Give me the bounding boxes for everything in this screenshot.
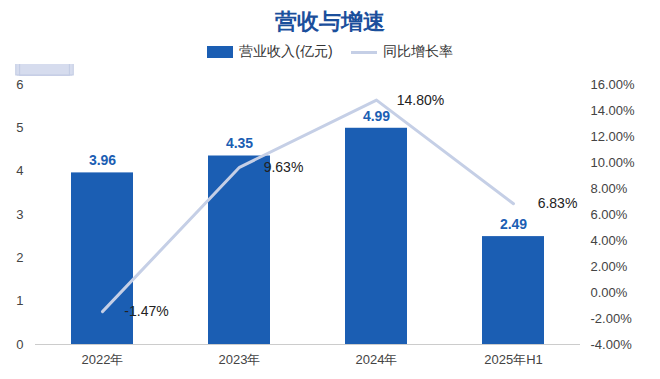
svg-text:4.00%: 4.00% (591, 233, 628, 248)
svg-text:0.00%: 0.00% (591, 285, 628, 300)
svg-text:2023年: 2023年 (219, 352, 261, 367)
svg-text:2025年H1: 2025年H1 (484, 352, 543, 367)
svg-text:4: 4 (16, 163, 23, 178)
svg-text:8.00%: 8.00% (591, 181, 628, 196)
svg-text:14.80%: 14.80% (397, 92, 444, 108)
svg-text:10.00%: 10.00% (591, 155, 636, 170)
svg-text:0: 0 (16, 337, 23, 352)
svg-text:6: 6 (16, 77, 23, 92)
svg-text:12.00%: 12.00% (591, 129, 636, 144)
html-text:营收与增速: 营收与增速 (275, 9, 385, 34)
svg-text:-1.47%: -1.47% (124, 303, 168, 319)
svg-text:5: 5 (16, 120, 23, 135)
svg-text:-2.00%: -2.00% (591, 311, 633, 326)
svg-text:16.00%: 16.00% (591, 77, 636, 92)
svg-text:2.00%: 2.00% (591, 259, 628, 274)
svg-text:2.49: 2.49 (500, 216, 527, 232)
svg-text:-4.00%: -4.00% (591, 337, 633, 352)
svg-text:6.83%: 6.83% (538, 195, 578, 211)
svg-text:3.96: 3.96 (89, 152, 116, 168)
svg-text:6.00%: 6.00% (591, 207, 628, 222)
svg-text:2022年: 2022年 (82, 352, 124, 367)
svg-text:3: 3 (16, 207, 23, 222)
svg-text:4.99: 4.99 (363, 108, 390, 124)
svg-text:2: 2 (16, 250, 23, 265)
svg-text:9.63%: 9.63% (264, 159, 304, 175)
html-text:营业收入(亿元): 营业收入(亿元) (239, 43, 333, 59)
svg-text:2024年: 2024年 (356, 352, 398, 367)
svg-text:4.35: 4.35 (226, 135, 253, 151)
svg-text:1: 1 (16, 293, 23, 308)
svg-text:14.00%: 14.00% (591, 103, 636, 118)
html-text:同比增长率: 同比增长率 (382, 43, 453, 59)
